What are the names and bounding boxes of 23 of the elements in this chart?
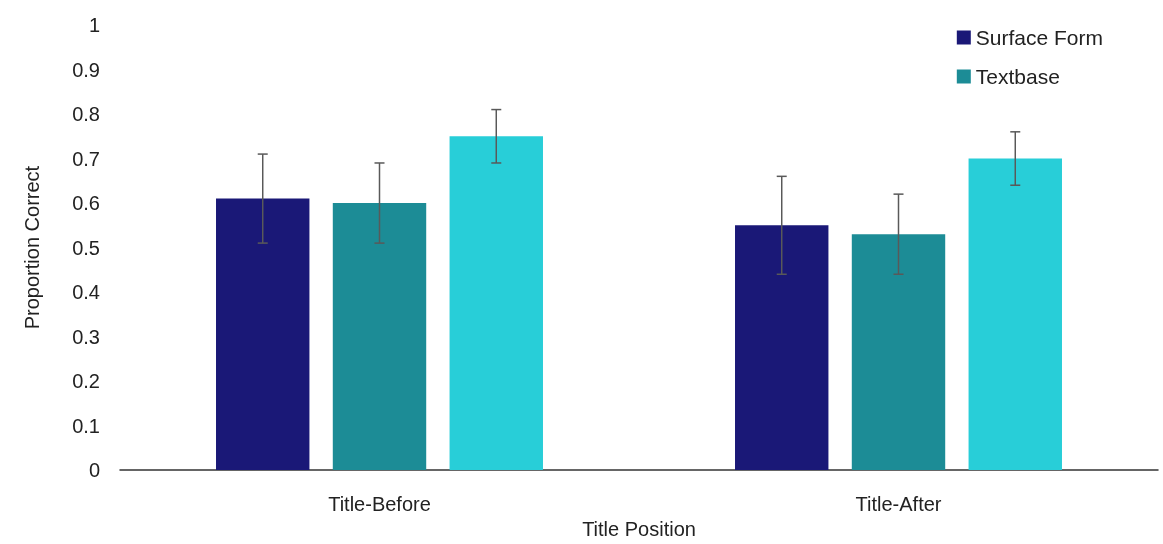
bar <box>216 198 310 471</box>
y-tick-label: 0.5 <box>72 236 100 259</box>
y-tick-label: 0.6 <box>72 192 100 215</box>
y-tick-label: 0.3 <box>72 325 100 348</box>
legend-label: Surface Form <box>975 26 1103 49</box>
y-tick-label: 0.2 <box>72 370 100 393</box>
y-tick-label: 0.4 <box>72 281 100 304</box>
y-tick-label: 0.8 <box>72 103 100 126</box>
bar <box>968 158 1062 471</box>
legend-label: Textbase <box>975 65 1060 88</box>
y-tick-label: 0.1 <box>72 414 100 437</box>
bar <box>851 234 946 471</box>
y-tick-label: 0.9 <box>72 58 100 81</box>
bar <box>332 203 427 471</box>
y-tick-label: 0.7 <box>72 147 100 170</box>
bar <box>735 225 829 471</box>
x-axis-title: Title Position <box>582 518 696 540</box>
y-tick-label: 0 <box>88 459 100 482</box>
x-tick-label: Title-After <box>855 493 942 516</box>
y-axis-title: Proportion Correct <box>21 165 43 330</box>
y-tick-label: 1 <box>88 14 100 36</box>
x-tick-label: Title-Before <box>328 493 431 516</box>
bar <box>449 136 543 471</box>
